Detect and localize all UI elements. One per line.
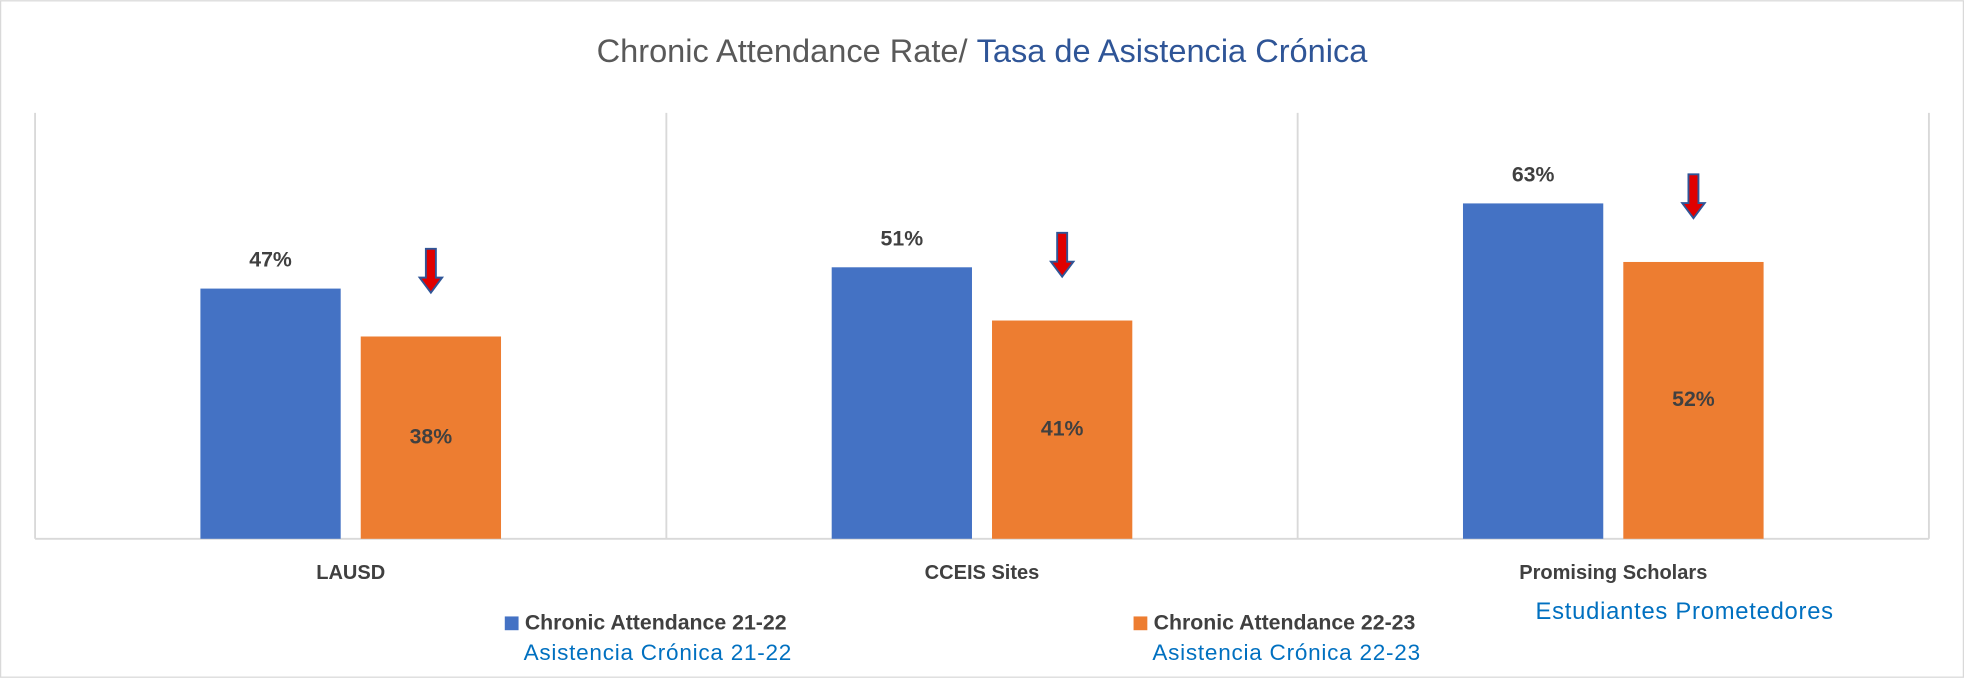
x-tick-label: Promising Scholars <box>1519 562 1707 584</box>
data-label: 41% <box>1041 416 1084 440</box>
legend-label: Chronic Attendance 21-22 <box>525 611 787 635</box>
data-label: 63% <box>1512 162 1555 186</box>
title-es: Tasa de Asistencia Crónica <box>977 32 1369 68</box>
legend-label-es: Asistencia Crónica 21-22 <box>524 640 793 665</box>
x-tick-label: LAUSD <box>316 562 385 584</box>
data-label: 38% <box>410 424 453 448</box>
bar <box>1462 203 1604 539</box>
data-label: 51% <box>881 226 924 250</box>
x-tick-label: CCEIS Sites <box>925 562 1040 584</box>
legend-label-es: Asistencia Crónica 22-23 <box>1152 640 1421 665</box>
title-en: Chronic Attendance Rate/ <box>597 32 977 68</box>
bar <box>992 320 1133 539</box>
data-label: 52% <box>1672 387 1715 411</box>
bar <box>360 336 502 539</box>
bar <box>1623 261 1764 539</box>
legend-swatch <box>1133 616 1148 631</box>
bar <box>200 288 341 539</box>
x-tick-sublabel: Estudiantes Prometedores <box>1536 598 1834 625</box>
down-arrow <box>417 247 445 295</box>
data-label: 47% <box>249 248 292 272</box>
legend-swatch <box>504 616 519 631</box>
chart-title: Chronic Attendance Rate/ Tasa de Asisten… <box>597 32 1369 68</box>
down-arrow <box>1049 231 1076 279</box>
down-arrow <box>1680 173 1707 220</box>
bar <box>831 267 972 539</box>
legend-label: Chronic Attendance 22-23 <box>1154 611 1416 635</box>
